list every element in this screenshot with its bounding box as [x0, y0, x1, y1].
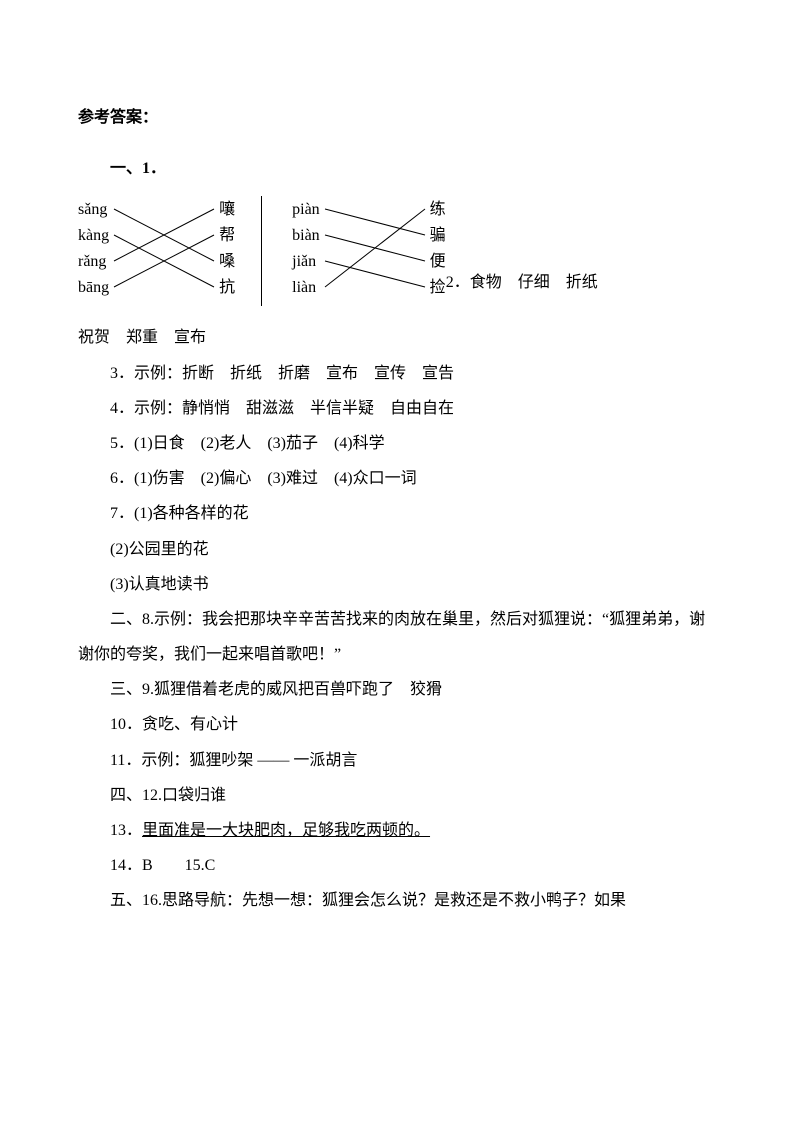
q7: 7．(1)各种各样的花 — [78, 496, 716, 531]
q13: 13．里面准是一大块肥肉，足够我吃两顿的。 — [78, 813, 716, 848]
match-left-group: sǎng kàng rǎng bāng 嚷 帮 嗓 抗 — [78, 196, 235, 300]
match-right-group: piàn biàn jiǎn liàn 练 骗 便 捡 — [292, 196, 446, 300]
q4: 4．示例：静悄悄 甜滋滋 半信半疑 自由自在 — [78, 391, 716, 426]
q16: 五、16.思路导航：先想一想：狐狸会怎么说？是救还是不救小鸭子？如果 — [78, 883, 716, 918]
pinyin-item: biàn — [292, 222, 320, 248]
q6: 6．(1)伤害 (2)偏心 (3)难过 (4)众口一词 — [78, 461, 716, 496]
q9: 三、9.狐狸借着老虎的威风把百兽吓跑了 狡猾 — [78, 672, 716, 707]
q3: 3．示例：折断 折纸 折磨 宣布 宣传 宣告 — [78, 356, 716, 391]
q14: 14．B 15.C — [78, 848, 716, 883]
left-pinyin-col: sǎng kàng rǎng bāng — [78, 196, 109, 300]
char-item: 骗 — [430, 222, 446, 248]
q11: 11．示例：狐狸吵架 —— 一派胡言 — [78, 743, 716, 778]
right-pinyin-col: piàn biàn jiǎn liàn — [292, 196, 320, 300]
pinyin-item: piàn — [292, 196, 320, 222]
q12: 四、12.口袋归谁 — [78, 778, 716, 813]
q10: 10．贪吃、有心计 — [78, 707, 716, 742]
left-char-col: 嚷 帮 嗓 抗 — [219, 196, 235, 300]
q8: 二、8.示例：我会把那块辛辛苦苦找来的肉放在巢里，然后对狐狸说：“狐狸弟弟，谢谢… — [78, 602, 716, 672]
q7-2: (2)公园里的花 — [78, 532, 716, 567]
char-item: 嗓 — [219, 248, 235, 274]
pinyin-item: kàng — [78, 222, 109, 248]
char-item: 嚷 — [219, 196, 235, 222]
char-item: 练 — [430, 196, 446, 222]
q2-inline: 2．食物 仔细 折纸 — [446, 265, 598, 300]
char-item: 捡 — [430, 274, 446, 300]
q13-underline: 里面准是一大块肥肉，足够我吃两顿的。 — [142, 822, 430, 839]
q7-3: (3)认真地读书 — [78, 567, 716, 602]
match-lines-right — [320, 196, 430, 300]
pinyin-item: sǎng — [78, 196, 109, 222]
pinyin-item: jiǎn — [292, 248, 320, 274]
q13-prefix: 13． — [110, 822, 142, 839]
right-char-col: 练 骗 便 捡 — [430, 196, 446, 300]
matching-diagram: sǎng kàng rǎng bāng 嚷 帮 嗓 抗 piàn biàn ji… — [78, 196, 716, 306]
vertical-divider — [261, 196, 262, 306]
page-title: 参考答案： — [78, 100, 716, 135]
q2-continued: 祝贺 郑重 宣布 — [78, 320, 716, 355]
pinyin-item: liàn — [292, 274, 320, 300]
match-lines-left — [109, 196, 219, 300]
char-item: 抗 — [219, 274, 235, 300]
char-item: 帮 — [219, 222, 235, 248]
pinyin-item: bāng — [78, 274, 109, 300]
q5: 5．(1)日食 (2)老人 (3)茄子 (4)科学 — [78, 426, 716, 461]
section-1-header: 一、1． — [78, 151, 716, 186]
pinyin-item: rǎng — [78, 248, 109, 274]
char-item: 便 — [430, 248, 446, 274]
